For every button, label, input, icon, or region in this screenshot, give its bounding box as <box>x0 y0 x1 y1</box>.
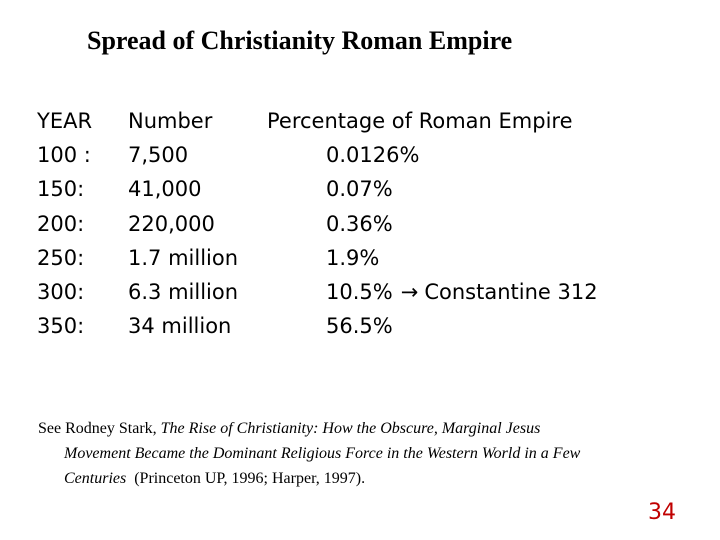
table-row: 300: 6.3 million 10.5% → Constantine 312 <box>0 275 720 309</box>
book-title-part-2: Movement Became the Dominant Religious F… <box>64 445 581 462</box>
table-header-row: YEAR Number Percentage of Roman Empire <box>0 104 720 138</box>
slide-title: Spread of Christianity Roman Empire <box>87 26 513 55</box>
number-cell: 220,000 <box>128 211 215 236</box>
header-year: YEAR <box>37 109 93 133</box>
citation-line-2: Movement Became the Dominant Religious F… <box>38 441 718 466</box>
header-number: Number <box>128 109 213 133</box>
number-cell: 6.3 million <box>128 279 239 304</box>
growth-table: YEAR Number Percentage of Roman Empire 1… <box>0 104 720 343</box>
right-arrow-icon: → <box>400 279 419 304</box>
number-cell: 34 million <box>128 314 232 339</box>
year-cell: 150: <box>37 177 85 202</box>
citation-publisher: (Princeton UP, 1996; Harper, 1997). <box>126 470 366 487</box>
percentage-cell: 0.36% <box>326 211 393 236</box>
percentage-cell: 1.9% <box>326 245 380 270</box>
book-title-part-3: Centuries <box>64 470 127 487</box>
percentage-cell: 10.5% → Constantine 312 <box>326 275 598 309</box>
number-cell: 41,000 <box>128 177 202 202</box>
table-row: 200: 220,000 0.36% <box>0 207 720 241</box>
table-row: 250: 1.7 million 1.9% <box>0 241 720 275</box>
constantine-annotation: Constantine 312 <box>424 279 598 304</box>
number-cell: 1.7 million <box>128 245 239 270</box>
year-cell: 350: <box>37 314 85 339</box>
page-number: 34 <box>648 500 676 525</box>
year-cell: 200: <box>37 211 85 236</box>
percentage-cell: 56.5% <box>326 314 393 339</box>
year-cell: 100 : <box>37 143 91 168</box>
book-title-part-1: The Rise of Christianity: How the Obscur… <box>160 420 541 437</box>
table-row: 150: 41,000 0.07% <box>0 172 720 206</box>
citation-prefix: See Rodney Stark, <box>38 420 161 437</box>
header-percentage: Percentage of Roman Empire <box>267 109 573 133</box>
year-cell: 300: <box>37 279 85 304</box>
table-row: 100 : 7,500 0.0126% <box>0 138 720 172</box>
number-cell: 7,500 <box>128 143 189 168</box>
citation-line-1: See Rodney Stark, The Rise of Christiani… <box>38 416 718 441</box>
year-cell: 250: <box>37 245 85 270</box>
percentage-cell: 0.07% <box>326 177 393 202</box>
citation-line-3: Centuries (Princeton UP, 1996; Harper, 1… <box>38 466 718 491</box>
citation-note: See Rodney Stark, The Rise of Christiani… <box>38 416 718 491</box>
table-row: 350: 34 million 56.5% <box>0 309 720 343</box>
percentage-cell: 0.0126% <box>326 143 420 168</box>
percentage-value: 10.5% <box>326 279 393 304</box>
